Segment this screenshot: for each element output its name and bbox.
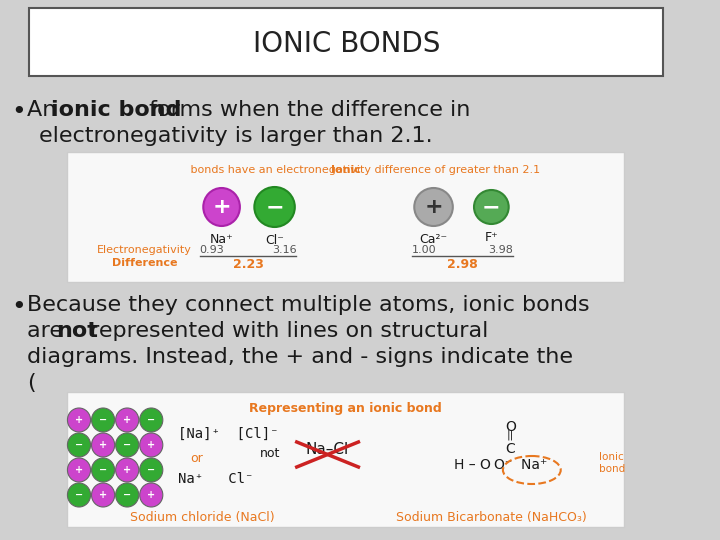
Text: Sodium Bicarbonate (NaHCO₃): Sodium Bicarbonate (NaHCO₃) xyxy=(396,511,587,524)
Text: bonds have an electronegativity difference of greater than 2.1: bonds have an electronegativity differen… xyxy=(186,165,540,175)
Text: Na⁺   Cl⁻: Na⁺ Cl⁻ xyxy=(179,472,253,486)
Ellipse shape xyxy=(203,188,240,226)
Text: Ionic
bond: Ionic bond xyxy=(599,452,626,474)
Circle shape xyxy=(116,433,139,457)
Text: Difference: Difference xyxy=(112,258,177,268)
Text: electronegativity is larger than 2.1.: electronegativity is larger than 2.1. xyxy=(39,126,432,146)
Text: Because they connect multiple atoms, ionic bonds: Because they connect multiple atoms, ion… xyxy=(27,295,590,315)
Text: Electronegativity: Electronegativity xyxy=(97,245,192,255)
FancyBboxPatch shape xyxy=(68,152,624,282)
Text: −: − xyxy=(99,415,107,425)
Text: Cl⁻: Cl⁻ xyxy=(265,234,284,247)
Text: forms when the difference in: forms when the difference in xyxy=(142,100,470,120)
Circle shape xyxy=(116,458,139,482)
Text: +: + xyxy=(147,440,156,450)
Text: +: + xyxy=(123,415,131,425)
Text: IONIC BONDS: IONIC BONDS xyxy=(253,30,441,58)
Text: 3.98: 3.98 xyxy=(489,245,513,255)
Text: Representing an ionic bond: Representing an ionic bond xyxy=(250,402,442,415)
Circle shape xyxy=(91,433,114,457)
Circle shape xyxy=(140,433,163,457)
Text: C: C xyxy=(505,442,516,456)
Text: •: • xyxy=(12,100,27,124)
Text: O⁻  Na⁺: O⁻ Na⁺ xyxy=(494,458,547,472)
Text: ionic bond: ionic bond xyxy=(51,100,181,120)
Circle shape xyxy=(140,408,163,432)
Circle shape xyxy=(140,483,163,507)
Text: Ca²⁻: Ca²⁻ xyxy=(420,233,448,246)
Circle shape xyxy=(140,458,163,482)
Text: 1.00: 1.00 xyxy=(412,245,436,255)
Text: −: − xyxy=(123,490,131,500)
Text: F⁺: F⁺ xyxy=(485,231,498,244)
Text: −: − xyxy=(147,415,156,425)
Text: −: − xyxy=(265,197,284,217)
Text: 3.16: 3.16 xyxy=(272,245,297,255)
Text: −: − xyxy=(75,440,83,450)
Circle shape xyxy=(91,483,114,507)
Text: [Na]⁺  [Cl]⁻: [Na]⁺ [Cl]⁻ xyxy=(179,427,279,441)
Text: ||: || xyxy=(507,430,514,441)
Circle shape xyxy=(91,408,114,432)
Text: +: + xyxy=(75,465,83,475)
Circle shape xyxy=(91,458,114,482)
Text: Na–Cl: Na–Cl xyxy=(306,442,349,457)
FancyBboxPatch shape xyxy=(29,8,663,76)
Circle shape xyxy=(68,408,91,432)
Circle shape xyxy=(68,433,91,457)
FancyBboxPatch shape xyxy=(68,392,624,527)
Circle shape xyxy=(116,483,139,507)
Text: O: O xyxy=(505,420,516,434)
Text: not: not xyxy=(56,321,98,341)
Text: are: are xyxy=(27,321,70,341)
Text: +: + xyxy=(99,490,107,500)
Ellipse shape xyxy=(474,190,509,224)
Text: represented with lines on structural: represented with lines on structural xyxy=(83,321,488,341)
Text: −: − xyxy=(99,465,107,475)
Text: diagrams. Instead, the + and - signs indicate the: diagrams. Instead, the + and - signs ind… xyxy=(27,347,573,367)
Circle shape xyxy=(68,458,91,482)
Text: H – O: H – O xyxy=(454,458,490,472)
Text: 2.98: 2.98 xyxy=(447,258,478,271)
Text: +: + xyxy=(123,465,131,475)
Text: Ionic: Ionic xyxy=(331,165,361,175)
Circle shape xyxy=(68,483,91,507)
Text: An: An xyxy=(27,100,63,120)
Text: 0.93: 0.93 xyxy=(199,245,225,255)
Text: Sodium chloride (NaCl): Sodium chloride (NaCl) xyxy=(130,511,274,524)
Text: or: or xyxy=(190,452,202,465)
Text: +: + xyxy=(147,490,156,500)
Text: −: − xyxy=(123,440,131,450)
Circle shape xyxy=(116,408,139,432)
Text: −: − xyxy=(147,465,156,475)
Text: not: not xyxy=(260,447,280,460)
Text: +: + xyxy=(212,197,231,217)
Text: +: + xyxy=(424,197,443,217)
Text: +: + xyxy=(75,415,83,425)
Ellipse shape xyxy=(254,187,294,227)
Ellipse shape xyxy=(414,188,453,226)
Text: •: • xyxy=(12,295,27,319)
Text: 2.23: 2.23 xyxy=(233,258,264,271)
Text: −: − xyxy=(75,490,83,500)
Text: (: ( xyxy=(27,373,35,393)
Text: +: + xyxy=(99,440,107,450)
Text: Na⁺: Na⁺ xyxy=(210,233,233,246)
Text: −: − xyxy=(482,197,500,217)
